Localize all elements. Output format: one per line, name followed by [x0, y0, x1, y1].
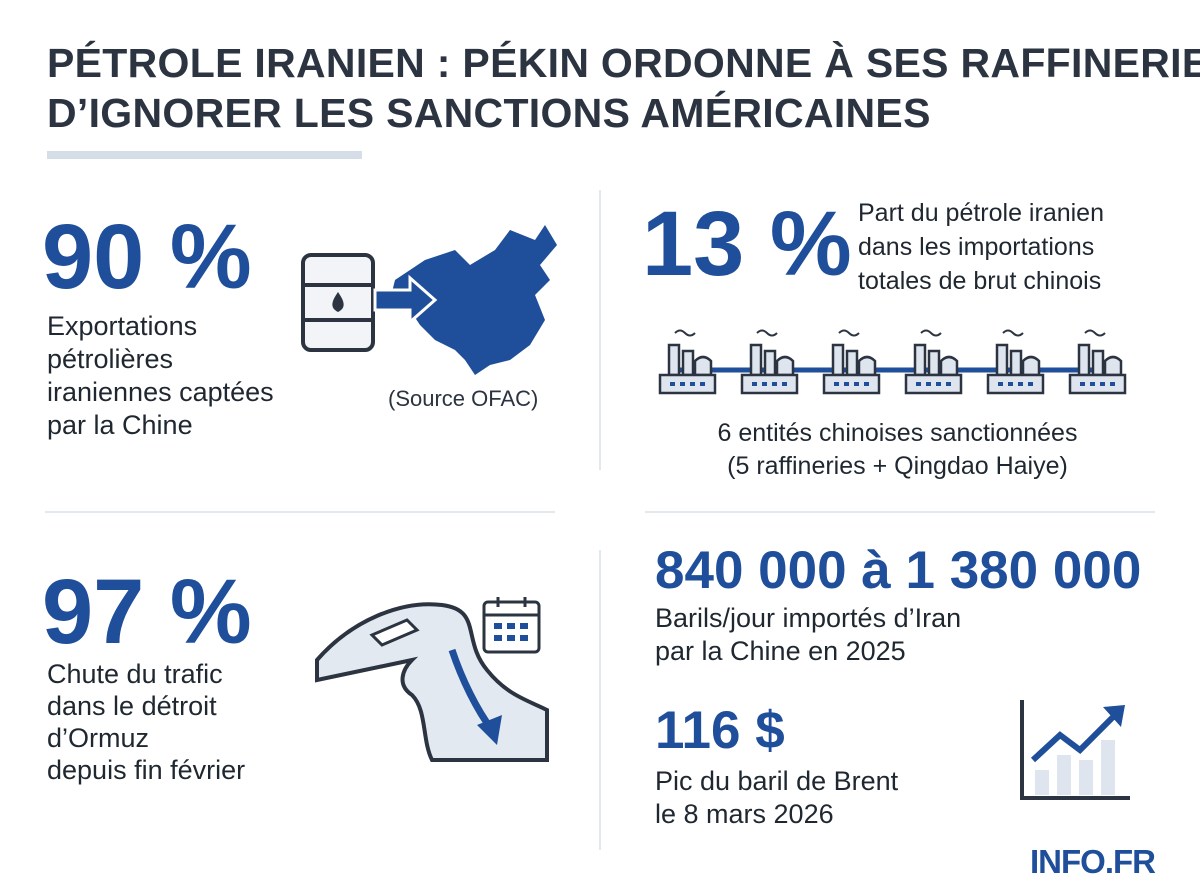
brand-logo: INFO.FR: [1030, 843, 1156, 880]
refinery-icon: [986, 329, 1045, 395]
text-line: Exportations: [47, 311, 198, 341]
title-underline: [47, 151, 362, 159]
stat-description: 6 entités chinoises sanctionnées (5 raff…: [600, 417, 1195, 483]
stat-value: 97 %: [42, 561, 252, 663]
strait-map-icon: [315, 597, 549, 762]
divider: [599, 190, 601, 470]
text-line: d’Ormuz: [47, 723, 150, 753]
text-line: le 8 mars 2026: [655, 799, 834, 829]
source-note: (Source OFAC): [388, 386, 539, 411]
refinery-icon: [904, 329, 963, 395]
stat-value: 840 000 à 1 380 000: [655, 541, 1142, 600]
text-line: dans les importations: [858, 233, 1095, 261]
divider: [45, 511, 555, 513]
stat-description: Pic du baril de Brent le 8 mars 2026: [655, 765, 898, 831]
stat-description: Exportations pétrolières iraniennes capt…: [47, 310, 274, 442]
refineries-icon: [658, 329, 1127, 395]
refinery-icon: [740, 329, 799, 395]
divider: [645, 511, 1155, 513]
stat-value: 13 %: [642, 193, 852, 295]
text-line: Pic du baril de Brent: [655, 766, 899, 796]
text-line: iraniennes captées: [47, 377, 274, 407]
refinery-icon: [822, 329, 881, 395]
text-line: totales de brut chinois: [858, 267, 1102, 295]
refinery-icon: [658, 329, 717, 395]
text-line: (5 raffineries + Qingdao Haiye): [727, 452, 1068, 480]
text-line: Chute du trafic: [47, 659, 223, 689]
stat-value: 116 $: [655, 701, 785, 760]
title-line: PÉTROLE IRANIEN : PÉKIN ORDONNE À SES RA…: [47, 40, 1200, 86]
title-line: D’IGNORER LES SANCTIONS AMÉRICAINES: [47, 90, 931, 136]
text-line: Part du pétrole iranien: [858, 199, 1104, 227]
china-map: [390, 225, 557, 375]
text-line: dans le détroit: [47, 691, 217, 721]
text-line: 6 entités chinoises sanctionnées: [717, 419, 1078, 447]
text-line: par la Chine en 2025: [655, 636, 906, 666]
text-line: depuis fin février: [47, 755, 246, 785]
text-line: par la Chine: [47, 410, 193, 440]
stat-description: Chute du trafic dans le détroit d’Ormuz …: [47, 658, 245, 786]
stat-description: Barils/jour importés d’Iran par la Chine…: [655, 602, 961, 668]
stat-value: 90 %: [42, 206, 252, 308]
text-line: pétrolières: [47, 344, 174, 374]
refinery-icon: [1068, 329, 1127, 395]
barrel-china-icon: [301, 225, 557, 375]
rising-chart-icon: [1020, 700, 1130, 800]
divider: [599, 550, 601, 850]
text-line: Barils/jour importés d’Iran: [655, 603, 962, 633]
stat-description: Part du pétrole iranien dans les importa…: [858, 196, 1104, 298]
